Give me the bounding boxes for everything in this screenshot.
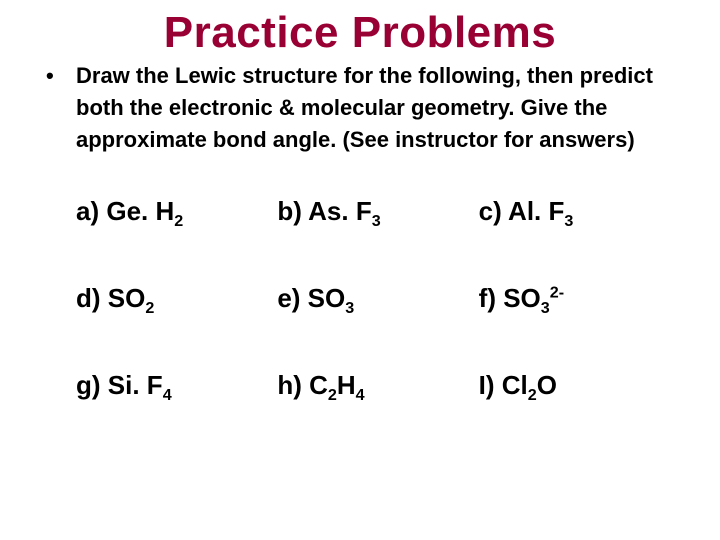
item-formula-pre: SO xyxy=(108,283,146,313)
item-sub2: 4 xyxy=(356,386,365,404)
problem-a: a) Ge. H2 xyxy=(76,196,277,227)
item-formula-pre: Si. F xyxy=(108,370,163,400)
item-formula-pre: Cl xyxy=(502,370,528,400)
item-formula-pre: C xyxy=(309,370,328,400)
item-sup: 2- xyxy=(550,283,564,301)
item-sub: 2 xyxy=(145,299,154,317)
instruction-block: • Draw the Lewic structure for the follo… xyxy=(40,60,680,156)
item-formula-mid: H xyxy=(337,370,356,400)
problem-b: b) As. F3 xyxy=(277,196,478,227)
instruction-text: Draw the Lewic structure for the followi… xyxy=(76,60,680,156)
item-letter: f) xyxy=(479,283,504,313)
item-sub: 3 xyxy=(372,212,381,230)
problem-e: e) SO3 xyxy=(277,283,478,314)
item-letter: e) xyxy=(277,283,307,313)
item-formula-pre: As. F xyxy=(308,196,372,226)
slide-title: Practice Problems xyxy=(40,8,680,58)
item-letter: I) xyxy=(479,370,502,400)
item-sub: 3 xyxy=(564,212,573,230)
item-letter: d) xyxy=(76,283,101,313)
item-sub: 3 xyxy=(345,299,354,317)
problems-grid: a) Ge. H2 b) As. F3 c) Al. F3 d) SO2 e) … xyxy=(40,196,680,401)
problem-i: I) Cl2O xyxy=(479,370,680,401)
item-formula-mid: O xyxy=(537,370,557,400)
slide-page: Practice Problems • Draw the Lewic struc… xyxy=(0,0,720,540)
problem-d: d) SO2 xyxy=(76,283,277,314)
problem-c: c) Al. F3 xyxy=(479,196,680,227)
item-letter: b) xyxy=(277,196,308,226)
item-sub: 2 xyxy=(174,212,183,230)
problem-g: g) Si. F4 xyxy=(76,370,277,401)
problem-h: h) C2H4 xyxy=(277,370,478,401)
item-formula-pre: Al. F xyxy=(508,196,564,226)
item-formula-pre: SO xyxy=(503,283,541,313)
item-letter: g) xyxy=(76,370,101,400)
item-letter: a) xyxy=(76,196,99,226)
bullet-icon: • xyxy=(40,60,76,92)
item-formula-pre: Ge. H xyxy=(106,196,174,226)
item-letter: c) xyxy=(479,196,508,226)
item-sub: 4 xyxy=(163,386,172,404)
item-sub: 2 xyxy=(328,386,337,404)
item-sub: 3 xyxy=(541,299,550,317)
item-letter: h) xyxy=(277,370,309,400)
item-formula-pre: SO xyxy=(308,283,346,313)
item-sub: 2 xyxy=(528,386,537,404)
problem-f: f) SO32- xyxy=(479,283,680,314)
